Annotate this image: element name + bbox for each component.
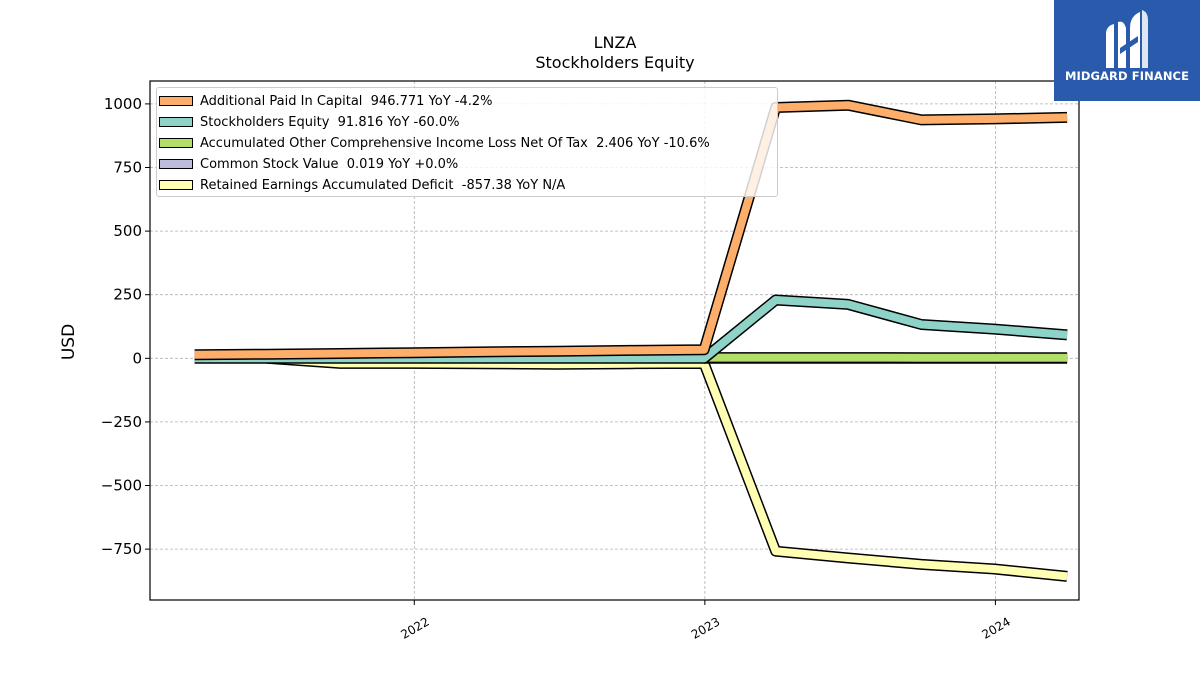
legend-item: Retained Earnings Accumulated Deficit -8… bbox=[159, 175, 565, 195]
y-tick-label: 500 bbox=[113, 222, 142, 240]
series-line bbox=[194, 101, 1068, 359]
y-axis-label: USD bbox=[59, 323, 79, 361]
x-tick-label: 2023 bbox=[689, 614, 722, 641]
midgard-logo-icon bbox=[1106, 10, 1148, 68]
series-outline bbox=[266, 352, 1068, 582]
legend-item: Common Stock Value 0.019 YoY +0.0% bbox=[159, 154, 458, 174]
series-line bbox=[266, 354, 1068, 581]
legend-swatch bbox=[159, 96, 193, 106]
y-tick-label: 250 bbox=[113, 286, 142, 304]
x-tick-label: 2022 bbox=[398, 614, 431, 641]
y-tick-label: −250 bbox=[101, 413, 142, 431]
legend-label: Accumulated Other Comprehensive Income L… bbox=[200, 135, 710, 151]
x-tick-label: 2024 bbox=[979, 614, 1012, 641]
midgard-finance-logo: MIDGARD FINANCE bbox=[1054, 0, 1200, 101]
y-tick-label: 750 bbox=[113, 159, 142, 177]
legend-swatch bbox=[159, 180, 193, 190]
legend-label: Additional Paid In Capital 946.771 YoY -… bbox=[200, 93, 493, 109]
logo-text: MIDGARD FINANCE bbox=[1064, 69, 1190, 83]
legend: Additional Paid In Capital 946.771 YoY -… bbox=[156, 87, 778, 197]
chart-title: LNZA bbox=[593, 33, 637, 52]
y-tick-label: −750 bbox=[101, 540, 142, 558]
plot-frame bbox=[149, 80, 1080, 601]
legend-label: Common Stock Value 0.019 YoY +0.0% bbox=[200, 156, 459, 172]
legend-item: Accumulated Other Comprehensive Income L… bbox=[159, 133, 710, 153]
legend-label: Retained Earnings Accumulated Deficit -8… bbox=[200, 177, 566, 193]
y-axis: 1000 750 500 250 0 −250 −500 −750 bbox=[101, 95, 150, 558]
y-tick-label: 0 bbox=[132, 349, 142, 367]
chart-subtitle: Stockholders Equity bbox=[535, 53, 695, 72]
legend-swatch bbox=[159, 138, 193, 148]
legend-swatch bbox=[159, 117, 193, 127]
legend-item: Stockholders Equity 91.816 YoY -60.0% bbox=[159, 112, 460, 132]
y-tick-label: −500 bbox=[101, 477, 142, 495]
x-axis: 2022 2023 2024 bbox=[398, 600, 1013, 642]
y-tick-label: 1000 bbox=[104, 95, 142, 113]
series-layer bbox=[194, 99, 1068, 582]
legend-swatch bbox=[159, 159, 193, 169]
legend-item: Additional Paid In Capital 946.771 YoY -… bbox=[159, 91, 493, 111]
legend-label: Stockholders Equity 91.816 YoY -60.0% bbox=[200, 114, 460, 130]
